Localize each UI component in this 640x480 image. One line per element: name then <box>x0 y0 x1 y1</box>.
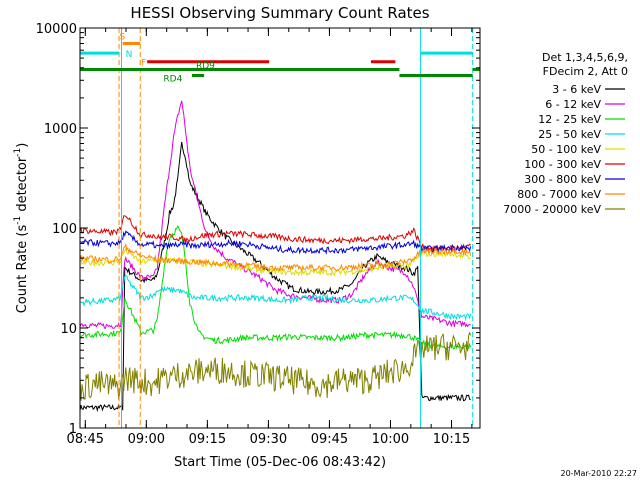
y-tick-label: 1 <box>69 422 77 437</box>
y-axis-label-sup: -1 <box>13 216 23 225</box>
x-tick-label: 09:30 <box>250 432 287 447</box>
instrument-state-bars: SNF RD9 RD4 <box>80 32 480 84</box>
series-line <box>80 246 471 277</box>
legend-entry: 800 - 7000 keV <box>517 188 601 201</box>
x-tick-label: 09:15 <box>189 432 226 447</box>
y-axis-label-sup: -1 <box>13 148 23 157</box>
y-tick-label: 10 <box>60 322 77 337</box>
series-line <box>80 141 471 413</box>
series-line <box>80 331 472 401</box>
state-bar-label: RD9 <box>196 61 215 71</box>
state-bar-label: RD4 <box>163 74 182 84</box>
chart-title: HESSI Observing Summary Count Rates <box>130 4 429 22</box>
series-line <box>80 230 472 255</box>
state-bar-label: S <box>119 32 125 42</box>
footer-timestamp: 20-Mar-2010 22:27 <box>561 469 638 478</box>
legend-entry: 3 - 6 keV <box>552 83 601 96</box>
legend: Det 1,3,4,5,6,9,FDecim 2, Att 0 3 - 6 keV… <box>503 51 628 216</box>
x-tick-label: 10:00 <box>372 432 409 447</box>
y-axis-label: Count Rate (s-1 detector-1) <box>13 143 30 314</box>
axes: 08:45 09:00 09:15 09:30 09:45 10:00 10:15 1 10 10… <box>36 22 481 447</box>
y-tick-label: 1000 <box>44 122 77 137</box>
plot-area <box>79 28 474 428</box>
legend-header: Det 1,3,4,5,6,9, <box>542 51 628 64</box>
state-bar-label: F <box>141 59 146 69</box>
series-line <box>80 100 471 330</box>
series-line <box>80 225 472 351</box>
y-tick-label: 10000 <box>36 22 77 37</box>
y-axis-label-part: detector <box>15 156 30 216</box>
y-axis-label-part: ) <box>15 143 30 148</box>
y-tick-label: 100 <box>52 222 77 237</box>
y-axis-label-part: Count Rate (s <box>15 225 30 314</box>
legend-entry: 50 - 100 keV <box>531 143 601 156</box>
x-tick-label: 10:15 <box>433 432 470 447</box>
x-tick-label: 08:45 <box>67 432 104 447</box>
legend-entry: 6 - 12 keV <box>545 98 601 111</box>
series-line <box>80 275 472 322</box>
legend-entry: 7000 - 20000 keV <box>503 203 601 216</box>
legend-entry: 25 - 50 keV <box>538 128 601 141</box>
series-line <box>80 242 472 273</box>
series-line <box>80 215 471 253</box>
legend-entry: 300 - 800 keV <box>524 173 601 186</box>
x-tick-label: 09:45 <box>311 432 348 447</box>
state-bar-label: N <box>126 50 133 60</box>
x-tick-label: 09:00 <box>128 432 165 447</box>
legend-header: FDecim 2, Att 0 <box>543 65 628 78</box>
x-axis-label: Start Time (05-Dec-06 08:43:42) <box>174 455 386 470</box>
legend-entry: 100 - 300 keV <box>524 158 601 171</box>
legend-entry: 12 - 25 keV <box>538 113 601 126</box>
